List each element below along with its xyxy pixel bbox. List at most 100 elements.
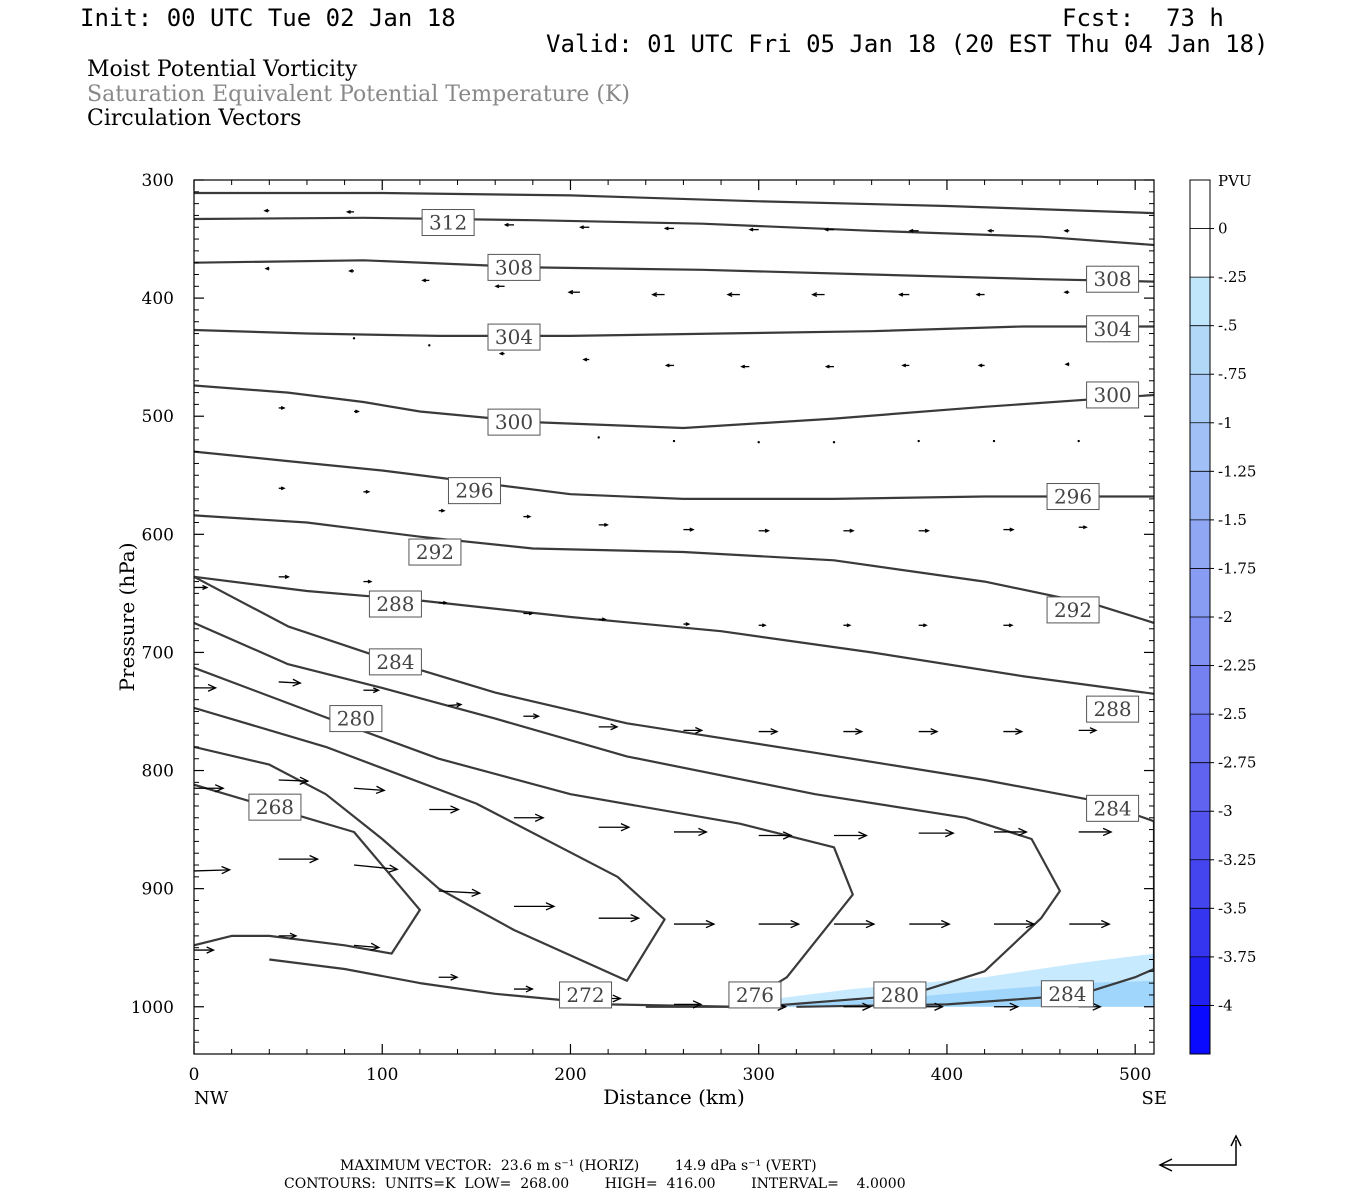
calm-vector-dot xyxy=(352,337,356,340)
y-tick-label: 900 xyxy=(142,880,174,900)
circulation-vector xyxy=(664,363,674,368)
x-tick-label: 0 xyxy=(189,1065,200,1085)
colorbar-segment xyxy=(1190,519,1210,569)
circulation-vector xyxy=(438,888,482,897)
y-tick-label: 300 xyxy=(142,171,174,191)
circulation-vector xyxy=(421,278,430,283)
colorbar-label: -4 xyxy=(1218,996,1233,1014)
contour-label-text: 292 xyxy=(1054,598,1092,622)
circulation-vector xyxy=(514,902,556,911)
circulation-vector xyxy=(824,364,834,369)
colorbar-segment xyxy=(1190,908,1210,958)
colorbar-segment xyxy=(1190,714,1210,764)
colorbar: 0 -.25 -.5 -.75 -1 -1.25 -1.5 -1.75 -2 -2.25 -2.5 -… xyxy=(1189,179,1256,1055)
circulation-vector xyxy=(353,864,399,873)
contour-288 xyxy=(194,575,1154,695)
footer-max-vector: MAXIMUM VECTOR: 23.6 m s⁻¹ (HORIZ) 14.9 … xyxy=(340,1158,817,1174)
x-tick-label: 500 xyxy=(1119,1065,1151,1085)
colorbar-segment xyxy=(1190,568,1210,618)
calm-vector-dot xyxy=(672,439,676,443)
circulation-vector xyxy=(740,364,750,369)
y-tick-label: 700 xyxy=(142,643,174,663)
contour-label: 288 xyxy=(1086,695,1140,723)
circulation-vector xyxy=(438,508,446,513)
contour-label-text: 268 xyxy=(256,795,294,819)
circulation-vector xyxy=(567,289,580,295)
contour-304 xyxy=(194,325,1154,337)
circulation-vector xyxy=(354,409,360,414)
circulation-vector xyxy=(429,805,461,814)
circulation-vector xyxy=(278,574,291,579)
circulation-vector xyxy=(758,728,779,736)
circulation-vector xyxy=(823,227,834,232)
contour-label: 268 xyxy=(248,793,302,821)
contour-label: 276 xyxy=(728,981,782,1009)
axes: 300 400 500 600 700 800 900 1000 0 100 200 300 400 50… xyxy=(131,171,1154,1085)
contour-label: 292 xyxy=(408,538,462,566)
circulation-vector xyxy=(1069,919,1111,929)
circulation-vector xyxy=(994,827,1028,837)
circulation-vector xyxy=(918,728,939,736)
valid-time: Valid: 01 UTC Fri 05 Jan 18 (20 EST Thu … xyxy=(546,30,1269,58)
circulation-vector xyxy=(758,623,767,628)
contour-label-text: 312 xyxy=(429,211,467,235)
circulation-vector xyxy=(994,1002,1020,1011)
circulation-vector xyxy=(438,973,459,981)
contour-label-text: 288 xyxy=(376,592,414,616)
contour-label: 312 xyxy=(421,209,475,237)
plot-frame xyxy=(193,179,1155,1055)
x-tick-label: 100 xyxy=(366,1065,398,1085)
colorbar-segment xyxy=(1190,422,1210,472)
x-axis-title: Distance (km) xyxy=(603,1085,745,1109)
circulation-vector xyxy=(651,292,665,298)
colorbar-segment xyxy=(1190,1005,1210,1055)
contour-label: 300 xyxy=(487,408,541,436)
contour-label: 280 xyxy=(329,705,383,733)
circulation-vector xyxy=(897,292,910,297)
contour-300 xyxy=(194,384,1154,430)
colorbar-label: -2.5 xyxy=(1218,705,1247,723)
circulation-vector xyxy=(908,228,919,233)
circulation-vector xyxy=(345,209,354,214)
contour-label: 284 xyxy=(1040,980,1094,1008)
x-tick-label: 400 xyxy=(931,1065,963,1085)
contour-label: 304 xyxy=(487,323,541,351)
circulation-vector xyxy=(278,406,286,410)
circulation-vector xyxy=(994,919,1036,929)
field-title-vectors: Circulation Vectors xyxy=(87,106,302,131)
circulation-vector xyxy=(348,269,354,273)
colorbar-label: -1 xyxy=(1218,414,1233,432)
contour-label-text: 304 xyxy=(495,325,533,349)
circulation-vector xyxy=(758,919,801,929)
colorbar-label: -3 xyxy=(1218,802,1233,820)
circulation-vector xyxy=(353,942,381,952)
y-tick-label: 400 xyxy=(142,289,174,309)
circulation-vector xyxy=(1063,290,1070,295)
colorbar-label: -3.25 xyxy=(1218,851,1256,869)
reference-vector-icon xyxy=(1158,1134,1242,1172)
circulation-vector xyxy=(514,813,545,822)
circulation-vector xyxy=(498,351,505,356)
colorbar-label: -2.75 xyxy=(1218,754,1256,772)
circulation-vector xyxy=(683,726,704,734)
contour-272 xyxy=(194,706,666,982)
contour-label: 292 xyxy=(1046,596,1100,624)
colorbar-segment xyxy=(1190,956,1210,1006)
circulation-vector xyxy=(523,611,534,616)
circulation-vector xyxy=(663,226,674,231)
x-end-label-se: SE xyxy=(1142,1088,1167,1109)
contour-label: 272 xyxy=(559,981,613,1009)
y-tick-label: 500 xyxy=(142,407,174,427)
circulation-vector xyxy=(598,522,609,527)
contour-label-text: 272 xyxy=(566,983,604,1007)
circulation-vector xyxy=(438,600,448,605)
field-title-theta-es: Saturation Equivalent Potential Temperat… xyxy=(87,82,630,107)
circulation-vector xyxy=(278,678,302,687)
contour-label-text: 280 xyxy=(337,707,375,731)
y-tick-label: 800 xyxy=(142,762,174,782)
contour-label: 304 xyxy=(1086,315,1140,343)
calm-vector-dot xyxy=(757,441,760,444)
contour-308 xyxy=(194,259,1154,283)
circulation-vector xyxy=(194,946,216,954)
circulation-vector xyxy=(523,713,541,720)
